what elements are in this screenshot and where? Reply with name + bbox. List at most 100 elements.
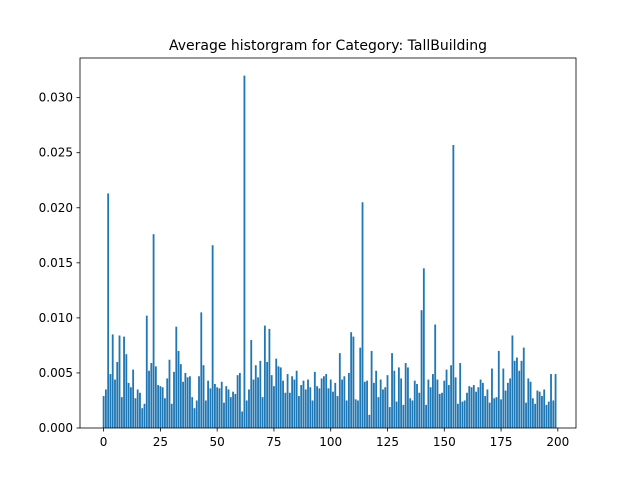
bar	[543, 389, 546, 428]
bar	[404, 363, 407, 428]
bar	[261, 397, 264, 428]
bar	[488, 402, 491, 428]
bar	[145, 315, 148, 428]
bar	[402, 404, 405, 428]
bar	[288, 392, 291, 428]
bar	[447, 385, 450, 428]
bar	[250, 339, 253, 428]
y-tick-label: 0.005	[39, 366, 73, 380]
bar	[275, 358, 278, 428]
bar	[136, 389, 139, 428]
x-tick-label: 75	[266, 435, 281, 449]
y-tick-label: 0.030	[39, 91, 73, 105]
bar	[120, 397, 123, 428]
bar	[504, 390, 507, 428]
bar	[329, 379, 332, 428]
bar	[375, 370, 378, 428]
bar	[536, 390, 539, 428]
bar	[166, 378, 169, 428]
bar	[438, 393, 441, 428]
bar	[234, 393, 237, 428]
bar	[509, 378, 512, 428]
x-tick-label: 0	[100, 435, 108, 449]
bar	[497, 350, 500, 428]
bar	[164, 398, 166, 428]
bar	[477, 387, 480, 428]
bar	[325, 374, 328, 428]
bar	[229, 397, 232, 428]
x-tick-label: 125	[376, 435, 399, 449]
bar	[104, 389, 107, 428]
bar	[148, 370, 150, 428]
bar	[422, 268, 425, 428]
bar	[502, 368, 505, 428]
bar	[195, 400, 198, 428]
bar	[434, 324, 437, 428]
bar	[345, 400, 348, 428]
bar	[538, 391, 541, 428]
bar	[450, 365, 452, 428]
bar	[468, 386, 471, 428]
x-tick-label: 100	[319, 435, 342, 449]
bar	[493, 398, 496, 428]
bar	[125, 354, 128, 428]
bar	[545, 404, 548, 428]
bar	[266, 361, 269, 428]
bar	[359, 347, 362, 428]
bar	[129, 387, 132, 428]
y-tick-label: 0.000	[39, 421, 73, 435]
bar	[143, 403, 146, 428]
bar	[529, 381, 532, 428]
bar	[361, 202, 364, 428]
bar	[189, 376, 191, 428]
bar	[198, 376, 200, 428]
bar	[552, 400, 555, 428]
bar	[531, 398, 534, 428]
bar	[411, 400, 414, 428]
x-tick-label: 175	[490, 435, 513, 449]
bar	[186, 377, 189, 428]
bar	[279, 367, 282, 428]
bar	[179, 364, 182, 428]
bar	[114, 379, 116, 428]
bar	[443, 380, 446, 428]
bar	[327, 388, 330, 428]
bar	[368, 414, 371, 428]
bar	[304, 389, 307, 428]
bar	[220, 381, 223, 428]
bar	[527, 378, 530, 428]
bar	[270, 375, 273, 428]
bar	[168, 359, 171, 428]
bar	[241, 411, 244, 428]
x-tick-label: 150	[433, 435, 456, 449]
bar	[541, 396, 543, 428]
bar	[386, 375, 389, 428]
bar	[284, 392, 287, 428]
bar	[268, 328, 271, 428]
bar	[525, 402, 527, 428]
y-tick-label: 0.025	[39, 146, 73, 160]
bar	[372, 382, 375, 428]
bar	[170, 403, 173, 428]
bar	[534, 403, 537, 428]
bar	[379, 379, 382, 428]
bar	[218, 388, 221, 428]
bar	[248, 389, 250, 428]
bar	[313, 371, 316, 428]
y-tick-label: 0.020	[39, 201, 73, 215]
bar	[550, 374, 552, 428]
bar	[127, 382, 130, 428]
bar	[309, 387, 312, 428]
bar	[413, 380, 416, 428]
bar	[357, 400, 359, 428]
bar	[211, 245, 214, 428]
bar	[472, 385, 475, 428]
x-tick-label: 25	[153, 435, 168, 449]
bar	[184, 372, 187, 428]
bar	[209, 388, 212, 428]
bar	[420, 310, 423, 428]
bar	[366, 380, 368, 428]
bar	[436, 379, 439, 428]
bar	[500, 399, 502, 428]
